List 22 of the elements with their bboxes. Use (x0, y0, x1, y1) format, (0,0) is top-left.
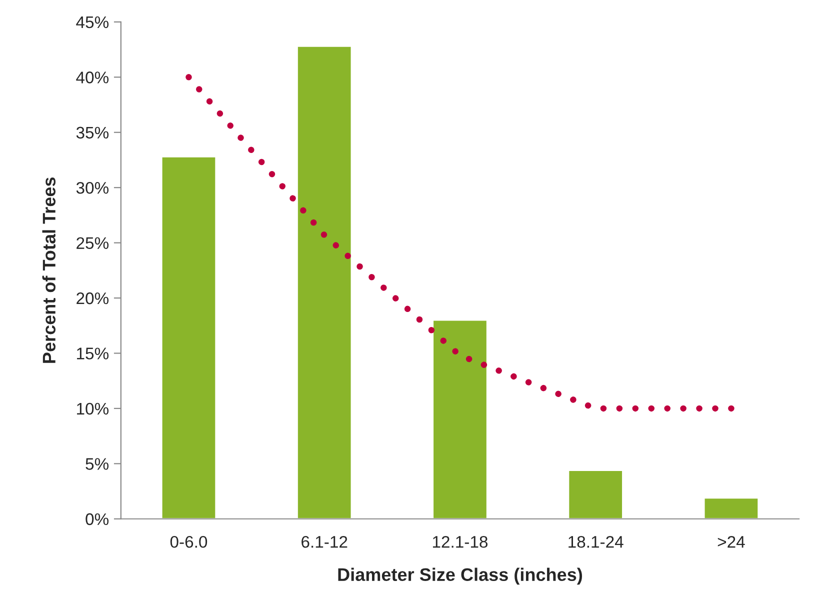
y-axis-title: Percent of Total Trees (42, 177, 56, 363)
y-tick-label: 15% (77, 348, 109, 360)
y-tick-label: 0% (86, 513, 109, 526)
y-tick-label: 45% (76, 16, 109, 28)
x-tick-label: 6.1-12 (302, 536, 348, 548)
y-tick-label: 10% (77, 402, 109, 415)
y-tick-label: 5% (86, 458, 109, 470)
y-tick-label: 35% (76, 126, 109, 139)
bar (568, 470, 624, 519)
x-tick-label: 18.1-24 (568, 536, 624, 548)
y-tick-label: 20% (76, 292, 109, 304)
x-tick-label: 12.1-18 (432, 536, 488, 548)
x-axis-title: Diameter Size Class (inches) (338, 568, 582, 585)
bar (160, 156, 217, 519)
bar (703, 497, 760, 519)
x-tick-label: 0-6.0 (170, 536, 208, 548)
y-tick-label: 30% (76, 182, 109, 194)
y-tick-label: 25% (76, 237, 109, 250)
x-tick-label: >24 (718, 536, 745, 548)
bar (432, 319, 488, 519)
bar (296, 46, 352, 519)
y-tick-label: 40% (76, 72, 109, 84)
